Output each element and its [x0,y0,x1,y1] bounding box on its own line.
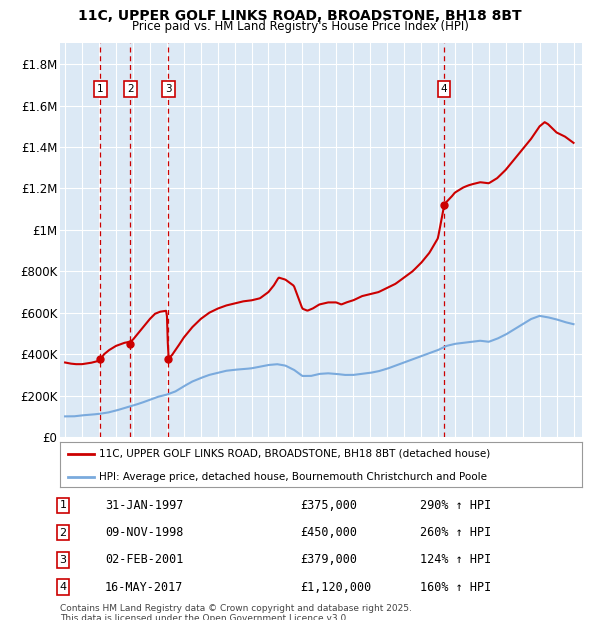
Text: 160% ↑ HPI: 160% ↑ HPI [420,581,491,593]
Text: 3: 3 [165,84,172,94]
Text: 4: 4 [441,84,448,94]
Text: £379,000: £379,000 [300,554,357,566]
Text: 1: 1 [59,500,67,510]
Text: 290% ↑ HPI: 290% ↑ HPI [420,499,491,511]
Text: 1: 1 [97,84,104,94]
Text: 260% ↑ HPI: 260% ↑ HPI [420,526,491,539]
Text: £1,120,000: £1,120,000 [300,581,371,593]
Text: 11C, UPPER GOLF LINKS ROAD, BROADSTONE, BH18 8BT: 11C, UPPER GOLF LINKS ROAD, BROADSTONE, … [78,9,522,24]
Text: Price paid vs. HM Land Registry's House Price Index (HPI): Price paid vs. HM Land Registry's House … [131,20,469,33]
Text: 2: 2 [59,528,67,538]
Text: 2: 2 [127,84,134,94]
Text: 4: 4 [59,582,67,592]
Text: 31-JAN-1997: 31-JAN-1997 [105,499,184,511]
Text: 16-MAY-2017: 16-MAY-2017 [105,581,184,593]
Text: 02-FEB-2001: 02-FEB-2001 [105,554,184,566]
Text: 09-NOV-1998: 09-NOV-1998 [105,526,184,539]
Text: 11C, UPPER GOLF LINKS ROAD, BROADSTONE, BH18 8BT (detached house): 11C, UPPER GOLF LINKS ROAD, BROADSTONE, … [99,449,490,459]
Text: HPI: Average price, detached house, Bournemouth Christchurch and Poole: HPI: Average price, detached house, Bour… [99,472,487,482]
Text: £450,000: £450,000 [300,526,357,539]
Text: Contains HM Land Registry data © Crown copyright and database right 2025.
This d: Contains HM Land Registry data © Crown c… [60,604,412,620]
Text: £375,000: £375,000 [300,499,357,511]
Text: 124% ↑ HPI: 124% ↑ HPI [420,554,491,566]
Text: 3: 3 [59,555,67,565]
